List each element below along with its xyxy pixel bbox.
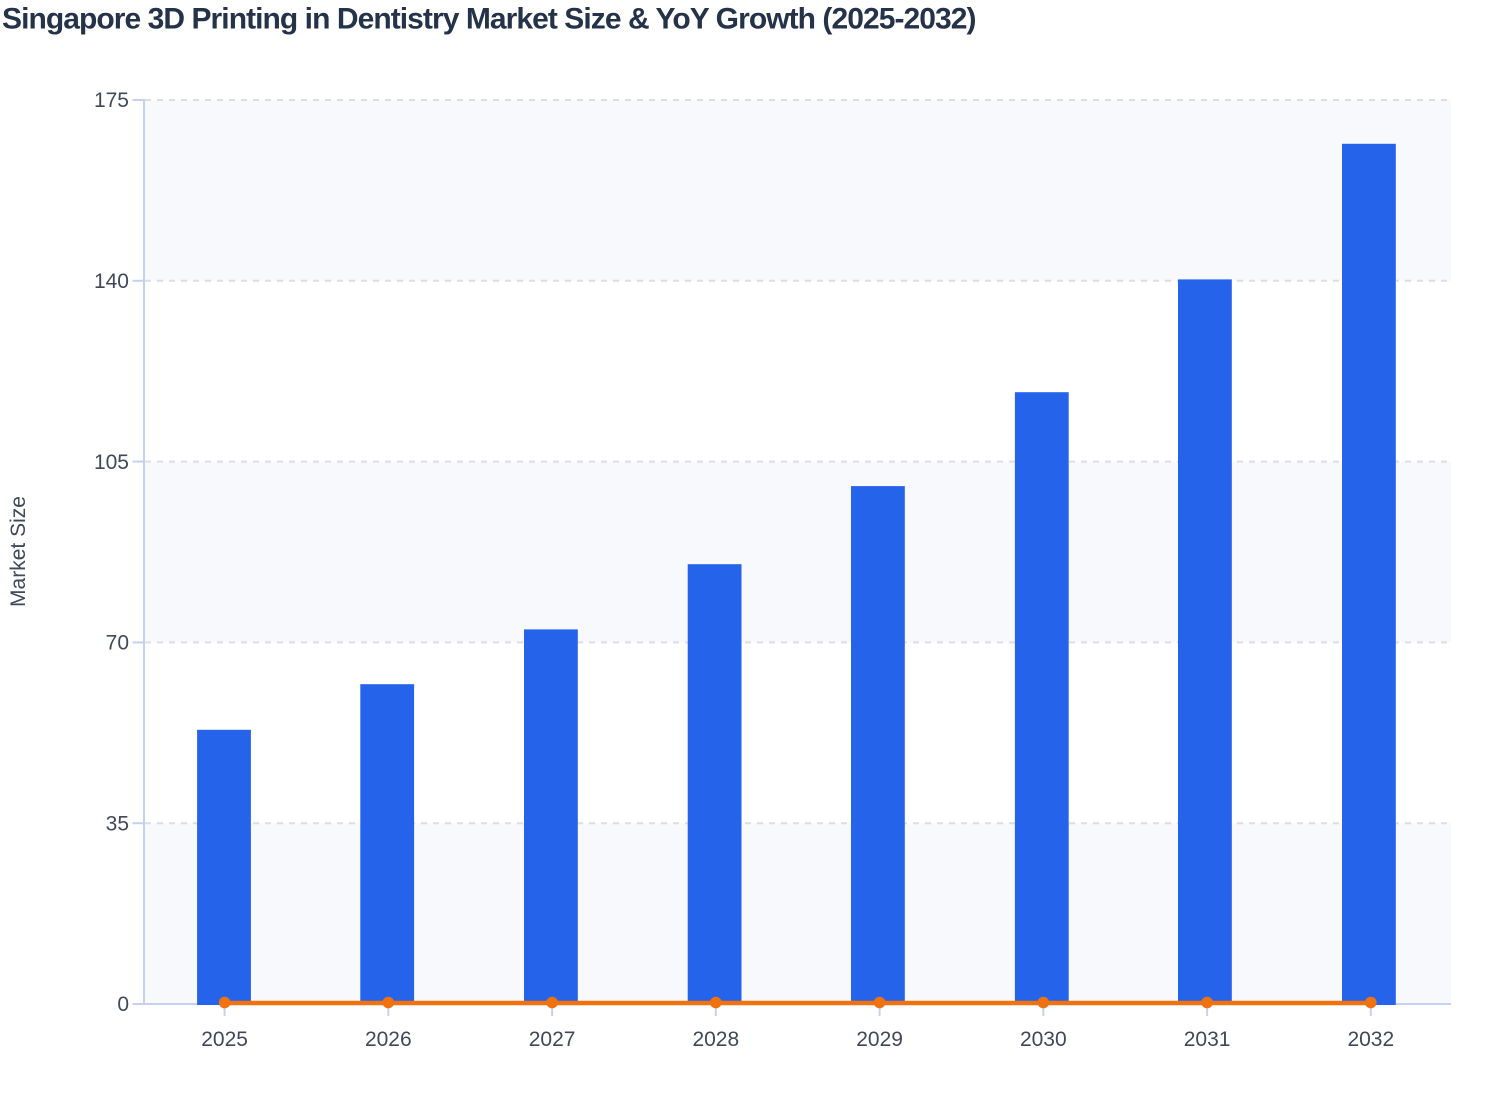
svg-text:2032: 2032 (1347, 1028, 1394, 1051)
svg-text:Market Size: Market Size (7, 496, 30, 607)
svg-text:105: 105 (94, 451, 129, 474)
svg-text:2028: 2028 (692, 1028, 739, 1051)
svg-text:70: 70 (106, 632, 129, 655)
svg-text:2031: 2031 (1184, 1028, 1231, 1051)
svg-text:175: 175 (94, 89, 129, 112)
svg-text:2027: 2027 (529, 1028, 576, 1051)
svg-text:2026: 2026 (365, 1028, 412, 1051)
svg-text:2025: 2025 (201, 1028, 248, 1051)
svg-text:2030: 2030 (1020, 1028, 1067, 1051)
svg-text:35: 35 (106, 812, 129, 835)
svg-text:0: 0 (117, 993, 129, 1016)
svg-text:140: 140 (94, 270, 129, 293)
svg-text:2029: 2029 (856, 1028, 903, 1051)
svg-text:Singapore 3D Printing in Denti: Singapore 3D Printing in Dentistry Marke… (2, 3, 976, 36)
